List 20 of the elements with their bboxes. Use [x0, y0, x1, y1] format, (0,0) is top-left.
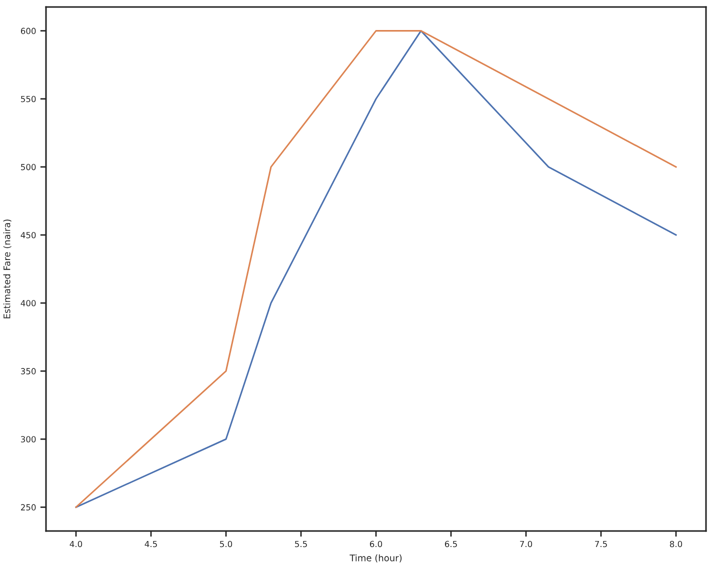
y-tick-label: 400: [20, 300, 36, 306]
y-tick-label: 350: [21, 368, 36, 374]
y-tick-label: 500: [21, 164, 36, 170]
y-tick-label: 250: [20, 504, 36, 510]
x-tick-label: 4.5: [144, 540, 157, 548]
x-tick-label: 5.0: [220, 540, 232, 548]
x-tick-label: 6.0: [370, 540, 382, 548]
line-series: [75, 30, 677, 508]
y-tick-label: 600: [20, 28, 36, 34]
x-tick-label: 5.5: [295, 540, 307, 548]
y-tick-label: 550: [21, 96, 36, 102]
x-axis-title: Time (hour): [350, 554, 402, 562]
x-tick-label: 8.0: [670, 540, 682, 548]
x-tick-label: 7.0: [520, 540, 532, 548]
x-tick-label: 7.5: [595, 540, 607, 548]
x-tick-label: 4.0: [70, 540, 82, 548]
y-tick-label: 450: [20, 232, 36, 238]
y-axis-title: Estimated Fare (naira): [3, 220, 12, 318]
x-tick-label: 6.5: [444, 540, 457, 548]
y-tick-label: 300: [21, 436, 36, 442]
